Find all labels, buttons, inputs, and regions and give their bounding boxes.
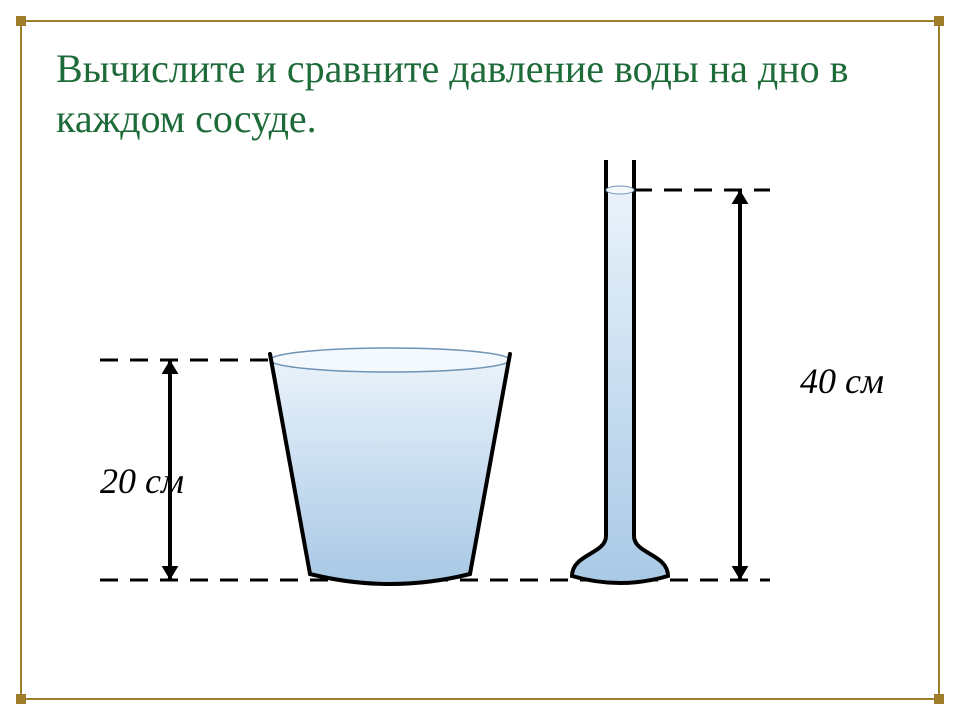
frame-corner bbox=[934, 694, 944, 704]
dimension-label-left: 20 см bbox=[100, 460, 184, 502]
frame-corner bbox=[16, 694, 26, 704]
dimension-label-right: 40 см bbox=[800, 360, 884, 402]
vessels-diagram bbox=[40, 160, 920, 680]
page-title: Вычислите и сравните давление воды на дн… bbox=[56, 44, 896, 144]
frame-corner bbox=[934, 16, 944, 26]
diagram-layer bbox=[100, 160, 770, 584]
frame-corner bbox=[16, 16, 26, 26]
